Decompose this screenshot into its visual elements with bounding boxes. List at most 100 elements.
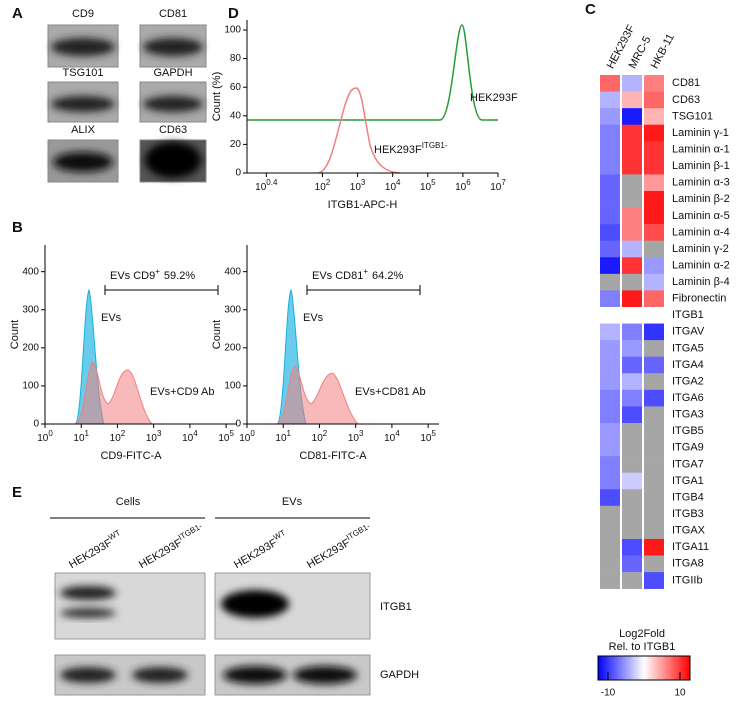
x-tick-label-sup: 7 [501, 178, 506, 187]
y-tick-label: 100 [22, 381, 39, 392]
lane-label: HEK293FITGB1- [135, 521, 207, 571]
panel-label: D [228, 5, 239, 22]
y-tick-label: 80 [230, 53, 242, 64]
x-tick-label-part: 10 [312, 433, 324, 444]
heat-cell [600, 406, 620, 424]
heat-cell [644, 538, 664, 556]
heat-cell [644, 472, 664, 490]
row-label: ITGA8 [672, 558, 704, 570]
heat-cell [622, 306, 642, 324]
x-tick-label: 102 [312, 429, 328, 444]
heat-cell [600, 323, 620, 341]
heat-cell [600, 356, 620, 374]
blot-label: GAPDH [153, 67, 192, 79]
x-axis-label: CD81-FITC-A [299, 450, 367, 462]
heat-cell [600, 472, 620, 490]
row-label: Laminin γ-2 [672, 243, 729, 255]
heat-cell [644, 439, 664, 457]
x-tick-label: 106 [455, 178, 471, 193]
heat-cell [600, 373, 620, 391]
heat-cell [600, 141, 620, 159]
heat-cell [644, 108, 664, 126]
heat-cell [644, 306, 664, 324]
heat-cell [600, 290, 620, 308]
heat-cell [644, 224, 664, 241]
y-tick-label: 100 [224, 25, 241, 36]
heat-cell [622, 439, 642, 457]
x-tick-label-sup: 2 [326, 178, 331, 187]
row-label: Laminin α-1 [672, 143, 730, 155]
heat-cell [644, 422, 664, 440]
heat-cell [622, 406, 642, 424]
heat-cell [644, 406, 664, 424]
heat-cell [644, 389, 664, 407]
heat-cell [644, 257, 664, 275]
legend-ko: HEK293FITGB1- [374, 141, 448, 156]
heat-cell [600, 91, 620, 109]
x-tick-label: 105 [218, 429, 234, 444]
heat-cell [622, 91, 642, 109]
row-label: Fibronectin [672, 293, 726, 305]
x-tick-label-sup: 0 [48, 429, 53, 438]
x-tick-label-sup: 3 [359, 429, 364, 438]
row-label: CD63 [672, 94, 700, 106]
gate-label: EVs CD81+ 64.2% [312, 267, 403, 282]
x-tick-label-sup: 0.4 [266, 178, 278, 187]
heat-cell [644, 572, 664, 589]
heat-cell [622, 290, 642, 308]
y-tick-label: 400 [224, 266, 241, 277]
x-tick-label-sup: 4 [395, 429, 400, 438]
x-tick-label-sup: 3 [157, 429, 162, 438]
y-tick-label: 200 [224, 342, 241, 353]
heat-cell [644, 91, 664, 109]
lane-label-part: HEK293F [137, 537, 185, 571]
colorbar [597, 655, 691, 681]
lane-label: HEK293FITGB1- [303, 521, 375, 571]
x-tick-label-sup: 4 [396, 178, 401, 187]
x-tick-label: 105 [420, 178, 436, 193]
heat-cell [622, 522, 642, 540]
panel-label: B [12, 219, 23, 236]
lane-label: HEK293FWT [230, 528, 290, 571]
row-label: ITGB4 [672, 491, 704, 503]
x-tick-label: 100 [239, 429, 255, 444]
heat-cell [644, 207, 664, 225]
legend-wt: HEK293F [470, 92, 518, 104]
gate-label-sup: + [363, 267, 368, 276]
heat-cell [644, 323, 664, 341]
row-label: Laminin α-3 [672, 177, 730, 189]
x-tick-label: 103 [146, 429, 162, 444]
legend-ab: EVs+CD9 Ab [150, 386, 215, 398]
heat-cell [644, 124, 664, 142]
heat-cell [600, 273, 620, 291]
heat-cell [600, 389, 620, 407]
heat-cell [622, 273, 642, 291]
row-label: Laminin β-4 [672, 276, 730, 288]
x-tick-label-part: 10 [315, 182, 327, 193]
lane-label-sup: WT [107, 528, 122, 542]
x-tick-label: 100.4 [255, 178, 278, 193]
x-tick-label-sup: 2 [121, 429, 126, 438]
column-label: HKB-11 [649, 32, 677, 71]
x-tick-label-sup: 6 [466, 178, 471, 187]
blots-e [50, 517, 371, 696]
x-tick-label-sup: 1 [85, 429, 90, 438]
heat-cell [622, 356, 642, 374]
heat-cell [622, 489, 642, 507]
heat-cell [644, 505, 664, 523]
layout [47, 24, 498, 696]
x-tick-label: 101 [73, 429, 89, 444]
panel-label: C [585, 1, 596, 18]
x-axis-label: ITGB1-APC-H [328, 199, 398, 211]
y-tick-label: 40 [230, 110, 242, 121]
lane-label: HEK293FWT [65, 528, 125, 571]
x-tick-label: 104 [385, 178, 401, 193]
gate-label-part: EVs CD81 [312, 270, 363, 282]
colorbar-subtitle: Rel. to ITGB1 [609, 641, 676, 653]
heat-cell [622, 323, 642, 341]
legend-evs: EVs [101, 312, 122, 324]
x-tick-label-part: 10 [455, 182, 467, 193]
heat-cell [600, 505, 620, 523]
legend-ko-part: HEK293F [374, 144, 422, 156]
row-label: ITGA4 [672, 359, 704, 371]
